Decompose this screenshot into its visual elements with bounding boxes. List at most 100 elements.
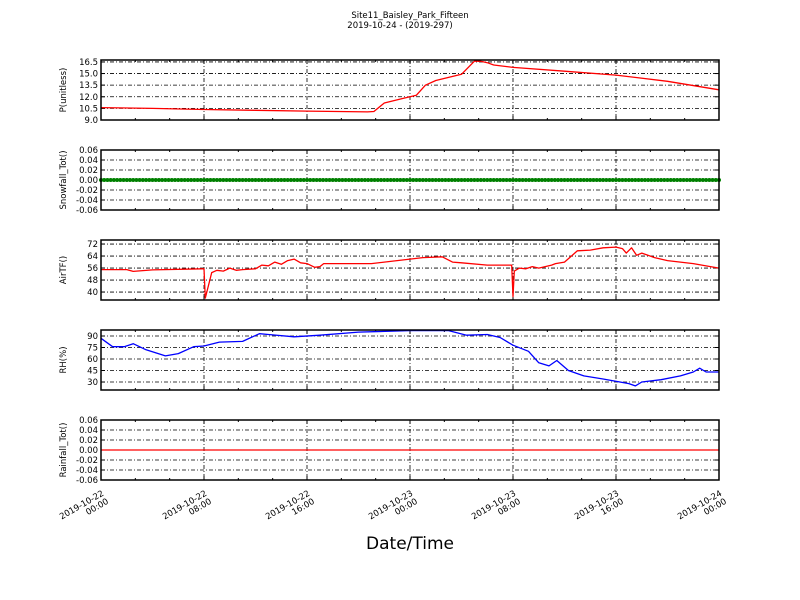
series-line: [100, 60, 720, 113]
data-point: [189, 178, 194, 182]
data-point: [385, 178, 390, 182]
data-point: [301, 178, 306, 182]
data-point: [115, 178, 120, 182]
data-point: [462, 178, 467, 182]
data-point: [350, 178, 355, 182]
data-point: [662, 178, 667, 182]
data-point: [343, 178, 348, 182]
data-point: [681, 178, 686, 182]
data-point: [420, 178, 425, 182]
y-tick-label: 15.0: [79, 70, 98, 80]
data-point: [642, 178, 647, 182]
data-point: [388, 178, 393, 182]
data-point: [147, 178, 152, 182]
y-tick-label: 90: [87, 332, 98, 342]
data-point: [620, 178, 625, 182]
data-point: [182, 178, 187, 182]
x-tick-label: 2019-10-2400:00: [676, 489, 728, 530]
data-point: [626, 178, 631, 182]
data-point: [488, 178, 493, 182]
data-point: [498, 178, 503, 182]
data-point: [324, 178, 329, 182]
data-point: [424, 178, 429, 182]
y-tick-label: 0.04: [79, 426, 98, 436]
data-point: [668, 178, 673, 182]
data-point: [243, 178, 248, 182]
data-point: [169, 178, 174, 182]
data-point: [166, 178, 171, 182]
data-point: [321, 178, 326, 182]
data-point: [465, 178, 470, 182]
y-tick-label: -0.04: [76, 466, 98, 476]
data-point: [356, 178, 361, 182]
data-point: [285, 178, 290, 182]
axes-frame: [100, 149, 720, 211]
data-point: [523, 178, 528, 182]
data-point: [568, 178, 573, 182]
data-point: [649, 178, 654, 182]
data-point: [105, 178, 110, 182]
data-point: [408, 178, 412, 182]
data-point: [482, 178, 487, 182]
data-point: [694, 178, 699, 182]
data-point: [173, 178, 178, 182]
data-point: [227, 178, 232, 182]
data-point: [630, 178, 635, 182]
data-point: [144, 178, 149, 182]
data-point: [272, 178, 277, 182]
data-point: [118, 178, 123, 182]
data-point: [198, 178, 203, 182]
data-point: [517, 178, 522, 182]
data-point: [317, 178, 322, 182]
data-point: [160, 178, 165, 182]
x-tick-label: 2019-10-2300:00: [367, 489, 419, 530]
data-point: [623, 178, 628, 182]
y-axis-label: Snowfall_Tot(): [59, 150, 69, 209]
panel-0: 9.0 10.512.0 13.515.0 16.5 P(unitless): [59, 58, 720, 126]
data-point: [597, 178, 602, 182]
data-point: [398, 178, 403, 182]
data-point: [150, 178, 155, 182]
data-point: [601, 178, 606, 182]
data-point: [511, 178, 515, 182]
data-point: [436, 178, 441, 182]
y-tick-label: -0.06: [76, 476, 98, 486]
y-tick-label: 0.06: [79, 146, 98, 156]
data-point: [263, 178, 268, 182]
y-tick-label: 48: [87, 276, 98, 286]
data-point: [176, 178, 181, 182]
data-point: [491, 178, 496, 182]
axes-frame: [100, 419, 720, 481]
y-axis-label: AirTF(): [59, 256, 69, 284]
y-tick-label: 40: [87, 288, 98, 298]
data-point: [440, 178, 445, 182]
data-point: [346, 178, 351, 182]
y-axis-label: RH(%): [59, 346, 69, 373]
data-point: [671, 178, 676, 182]
data-point: [588, 178, 593, 182]
x-tick-label: 2019-10-2208:00: [161, 489, 213, 530]
data-point: [562, 178, 567, 182]
data-point: [527, 178, 532, 182]
data-point: [697, 178, 702, 182]
data-point: [337, 178, 342, 182]
data-point: [472, 178, 477, 182]
y-tick-label: 9.0: [84, 116, 98, 126]
data-point: [295, 178, 300, 182]
y-tick-label: 0.02: [79, 166, 98, 176]
data-point: [401, 178, 406, 182]
data-point: [552, 178, 557, 182]
panel-4: -0.06-0.04-0.020.000.020.040.06 Rainfall_…: [59, 416, 720, 486]
data-point: [108, 178, 113, 182]
data-point: [234, 178, 239, 182]
data-point: [224, 178, 229, 182]
data-point: [610, 178, 615, 182]
data-point: [617, 178, 622, 182]
data-point: [646, 178, 651, 182]
data-point: [111, 178, 116, 182]
data-point: [539, 178, 544, 182]
y-tick-label: -0.02: [76, 456, 98, 466]
y-tick-label: 60: [87, 355, 98, 365]
data-point: [153, 178, 158, 182]
data-point: [581, 178, 586, 182]
